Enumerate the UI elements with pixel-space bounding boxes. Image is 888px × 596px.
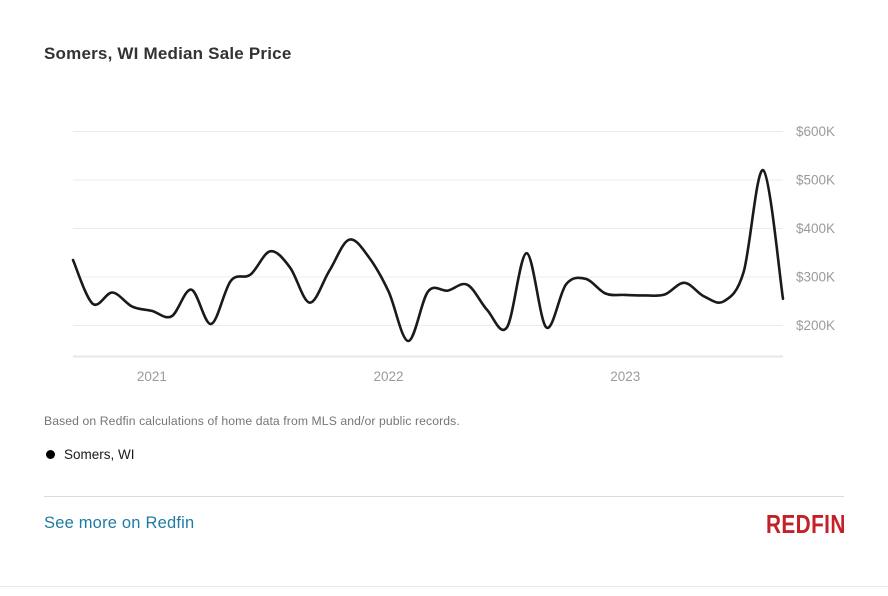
legend-marker-dot [46, 450, 55, 459]
price-line [71, 168, 785, 343]
legend: Somers, WI [46, 447, 135, 462]
legend-label: Somers, WI [64, 447, 135, 462]
y-tick-label: $500K [796, 173, 835, 188]
see-more-link[interactable]: See more on Redfin [44, 514, 195, 532]
x-tick-label: 2023 [610, 369, 640, 384]
y-tick-label: $400K [796, 221, 835, 236]
price-line-chart: $600K $500K $400K $300K $200K 2021 2022 2023 [71, 124, 835, 384]
data-source-note: Based on Redfin calculations of home dat… [44, 414, 460, 428]
x-tick-label: 2022 [374, 369, 404, 384]
chart-title: Somers, WI Median Sale Price [44, 44, 292, 63]
y-tick-label: $600K [796, 124, 835, 139]
y-tick-label: $300K [796, 270, 835, 285]
footer-divider [44, 496, 844, 497]
redfin-logo[interactable]: REDFIN [766, 509, 846, 539]
x-tick-label: 2021 [137, 369, 167, 384]
y-tick-label: $200K [796, 318, 835, 333]
bottom-border [0, 586, 888, 587]
